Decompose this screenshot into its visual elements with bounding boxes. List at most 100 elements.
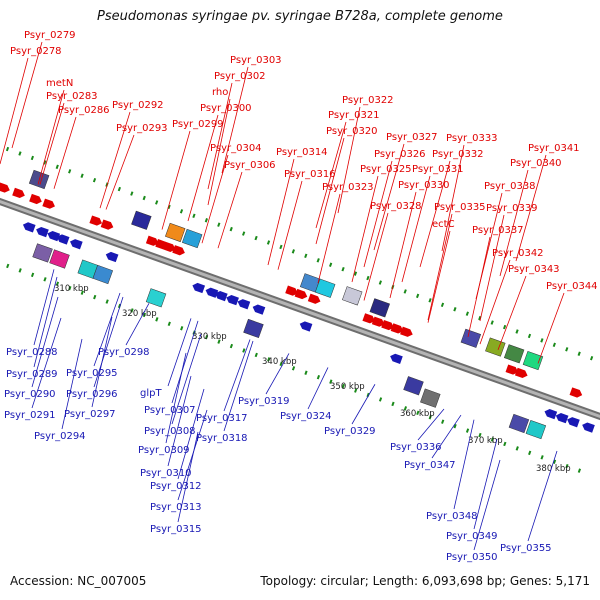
forward-gene-arrow xyxy=(285,285,298,296)
reverse-gene-label: Psyr_0347 xyxy=(404,460,456,471)
rail-tick xyxy=(440,302,445,308)
forward-gene-label: Psyr_0335 xyxy=(434,202,486,213)
rail-tick xyxy=(329,379,333,384)
leader-line xyxy=(351,384,376,425)
forward-gene-arrow xyxy=(100,219,114,230)
forward-gene-label: Psyr_0293 xyxy=(116,123,168,134)
forward-gene-arrow xyxy=(162,241,176,252)
leader-line xyxy=(337,106,361,214)
rail-tick xyxy=(366,275,370,281)
category-block xyxy=(369,298,391,318)
leader-line xyxy=(363,160,393,268)
category-block xyxy=(342,286,363,306)
rail-tick xyxy=(565,463,569,469)
rail-tick xyxy=(378,397,383,402)
leader-line xyxy=(315,137,345,245)
forward-gene-label: Psyr_0300 xyxy=(200,103,252,114)
rail-tick xyxy=(416,410,420,416)
kbp-tick-label: 310 kbp xyxy=(54,284,89,294)
leader-line xyxy=(187,114,219,222)
rail-tick xyxy=(80,290,84,295)
forward-gene-arrow xyxy=(505,364,519,375)
forward-gene-label: Psyr_0314 xyxy=(276,147,328,158)
reverse-gene-label: Psyr_0294 xyxy=(34,431,86,442)
leader-line xyxy=(93,296,124,388)
leader-line xyxy=(61,338,83,430)
forward-gene-label: Psyr_0304 xyxy=(210,143,262,154)
reverse-gene-arrow xyxy=(105,251,119,263)
forward-gene-arrow xyxy=(390,323,404,334)
leader-line xyxy=(11,41,43,149)
rail-tick xyxy=(117,186,121,192)
leader-line xyxy=(223,340,254,432)
forward-gene-label: Psyr_0333 xyxy=(446,133,498,144)
rail-tick xyxy=(403,289,407,294)
forward-gene-label: Psyr_0344 xyxy=(546,281,598,292)
leader-line xyxy=(105,134,135,210)
leader-line xyxy=(99,111,131,209)
kbp-tick-label: 370 kbp xyxy=(468,436,503,446)
leader-line xyxy=(223,339,251,412)
rail-tick xyxy=(503,441,507,447)
rail-tick xyxy=(527,333,532,339)
rail-tick xyxy=(552,342,556,348)
leader-line xyxy=(33,269,55,346)
leader-line xyxy=(473,459,501,551)
forward-gene-label: Psyr_0342 xyxy=(492,248,544,259)
reverse-gene-arrow xyxy=(544,409,558,420)
kbp-tick-label: 340 kbp xyxy=(262,357,297,367)
rail-tick xyxy=(242,348,246,353)
rail-tick xyxy=(316,258,320,263)
leader-line xyxy=(31,317,62,409)
forward-gene-label: Psyr_0283 xyxy=(46,91,98,102)
leader-line xyxy=(351,175,379,283)
leader-line xyxy=(39,102,65,185)
rail-tick xyxy=(68,285,72,291)
category-block xyxy=(460,328,482,348)
category-blocks xyxy=(28,169,547,440)
leader-line xyxy=(31,296,59,388)
forward-gene-arrow xyxy=(29,193,42,205)
rail-tick xyxy=(105,299,109,304)
rail-tick xyxy=(453,307,457,312)
forward-gene-labels: Psyr_0279 Psyr_0278 metN Psyr_0283 Psyr_0286… xyxy=(0,30,598,364)
leader-line xyxy=(165,352,187,444)
forward-gene-label: Psyr_0327 xyxy=(386,132,438,143)
reverse-gene-arrow xyxy=(555,413,569,424)
rail-tick xyxy=(577,468,582,473)
leader-line xyxy=(217,171,243,249)
leader-line xyxy=(427,230,451,323)
rail-tick xyxy=(6,263,10,269)
category-block xyxy=(403,376,424,396)
kbp-tick-label: 350 kbp xyxy=(330,382,365,392)
forward-gene-arrow xyxy=(42,198,55,209)
rail-tick xyxy=(5,146,10,152)
rail-tick xyxy=(428,298,432,303)
leader-line xyxy=(221,66,249,174)
rail-tick xyxy=(130,191,134,196)
leader-line xyxy=(515,154,547,262)
rail-tick xyxy=(18,151,22,156)
forward-gene-label: Psyr_0331 xyxy=(412,164,464,175)
forward-gene-arrow xyxy=(89,215,103,226)
reverse-gene-labels: Psyr_0288 Psyr_0289 Psyr_0290 Psyr_0291 Psyr… xyxy=(4,269,558,563)
leader-line xyxy=(431,414,462,459)
category-block xyxy=(181,228,203,249)
reverse-gene-label: Psyr_0324 xyxy=(280,411,332,422)
forward-gene-arrow xyxy=(294,288,308,300)
rail-tick xyxy=(130,308,134,313)
rail-tick xyxy=(366,392,370,398)
reverse-gene-arrow xyxy=(252,304,266,315)
rail-tick xyxy=(354,388,358,393)
reverse-gene-arrow xyxy=(205,287,219,298)
kbp-ticks: 310 kbp 320 kbp 330 kbp 340 kbp 350 kbp 360 k… xyxy=(54,284,571,474)
leader-line xyxy=(307,367,329,410)
reverse-gene-label: Psyr_0309 xyxy=(138,445,190,456)
rail-tick xyxy=(304,253,308,259)
reverse-gene-arrow xyxy=(390,353,403,364)
rail-tick xyxy=(316,374,321,380)
forward-gene-label: Psyr_0341 xyxy=(528,143,580,154)
rail-tick xyxy=(192,213,196,219)
rail-tick xyxy=(254,235,258,241)
